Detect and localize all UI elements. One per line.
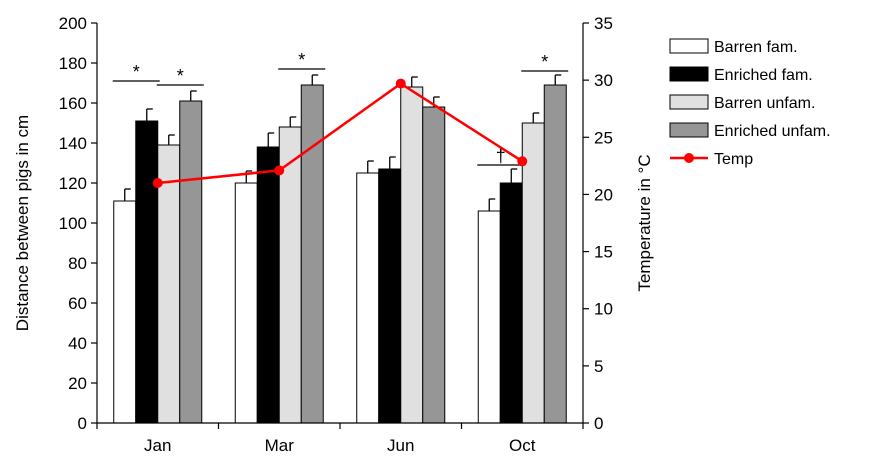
y-tick-label: 60 [68, 294, 87, 313]
error-bars [124, 74, 562, 211]
significance-label: * [133, 62, 140, 82]
legend-swatch [669, 122, 709, 138]
x-tick-label: Jan [144, 436, 171, 455]
legend-label: Temp [714, 151, 753, 168]
bar [543, 84, 567, 424]
x-tick-label: Jun [387, 436, 414, 455]
y-tick-label: 120 [59, 174, 87, 193]
y-tick-label: 160 [59, 94, 87, 113]
bars [113, 84, 567, 424]
legend-label: Barren unfam. [714, 95, 815, 112]
y-tick-label: 80 [68, 254, 87, 273]
legend-label: Enriched fam. [714, 67, 813, 84]
y2-tick-label: 20 [594, 185, 613, 204]
y-tick-label: 180 [59, 54, 87, 73]
bar [135, 120, 159, 424]
y2-tick-label: 35 [594, 14, 613, 33]
y2-axis-title: Temperature in °C [635, 154, 654, 291]
y2-tick-label: 0 [594, 414, 603, 433]
y2-tick-label: 30 [594, 71, 613, 90]
bar [422, 106, 446, 424]
significance-label: * [298, 50, 305, 70]
y-tick-label: 0 [78, 414, 87, 433]
significance-label: * [177, 66, 184, 86]
legend-label: Enriched unfam. [714, 123, 831, 140]
bar [113, 200, 137, 424]
y-tick-label: 20 [68, 374, 87, 393]
bar [179, 100, 203, 424]
temp-point [274, 165, 285, 176]
bar [356, 172, 380, 424]
y-tick-label: 40 [68, 334, 87, 353]
bar [256, 146, 280, 424]
x-tick-label: Oct [509, 436, 536, 455]
y-tick-label: 100 [59, 214, 87, 233]
y2-tick-label: 5 [594, 357, 603, 376]
legend-swatch [669, 66, 709, 82]
significance-annotations: * * * * † [112, 50, 569, 166]
legend: Barren fam. Enriched fam. Barren unfam. Enr… [669, 38, 831, 168]
bar [499, 182, 523, 424]
temp-point [395, 78, 406, 89]
bar [521, 122, 545, 424]
y-axis-title: Distance between pigs in cm [13, 115, 32, 331]
bar [477, 210, 501, 424]
legend-label: Barren fam. [714, 39, 798, 56]
x-tick-label: Mar [265, 436, 295, 455]
bar [234, 182, 258, 424]
legend-line-marker [684, 153, 694, 163]
temp-line-series [152, 78, 528, 188]
significance-label: † [496, 146, 506, 166]
bar [378, 168, 402, 424]
temp-point [517, 156, 528, 167]
legend-swatch [669, 38, 709, 54]
legend-swatch [669, 94, 709, 110]
bar [300, 84, 324, 424]
y-tick-label: 200 [59, 14, 87, 33]
significance-label: * [541, 52, 548, 72]
y2-tick-label: 25 [594, 128, 613, 147]
y2-tick-label: 10 [594, 300, 613, 319]
y2-tick-label: 15 [594, 243, 613, 262]
bar [400, 86, 424, 424]
temp-point [152, 178, 163, 188]
axes: 0 20 40 60 80 100 120 140 160 180 200 0 5 10 15 20 25 30 3… [59, 14, 613, 455]
y-tick-label: 140 [59, 134, 87, 153]
temp-line [157, 82, 523, 185]
